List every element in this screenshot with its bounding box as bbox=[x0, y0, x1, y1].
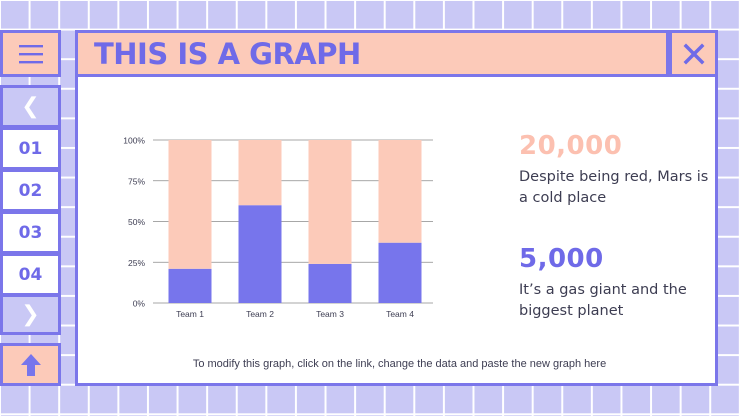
y-tick-label: 100% bbox=[123, 136, 145, 146]
bar-segment bbox=[238, 140, 282, 206]
x-tick-label: Team 3 bbox=[316, 309, 344, 319]
bar-segment bbox=[308, 263, 352, 303]
bar-segment bbox=[168, 268, 212, 303]
chevron-left-icon: ❮ bbox=[21, 94, 40, 119]
nav-item-label: 03 bbox=[18, 222, 43, 243]
bar-segment bbox=[308, 140, 352, 264]
stat-description-2: It’s a gas giant and the biggest planet bbox=[519, 282, 687, 319]
close-icon bbox=[683, 43, 704, 64]
y-tick-label: 50% bbox=[128, 217, 145, 227]
nav-item-label: 04 bbox=[18, 264, 43, 285]
stat-description-1: Despite being red, Mars is a cold place bbox=[519, 169, 709, 206]
bar-segment bbox=[168, 140, 212, 269]
prev-button[interactable]: ❮ bbox=[0, 85, 61, 128]
arrow-up-icon bbox=[20, 353, 41, 376]
nav-item-03[interactable]: 03 bbox=[0, 211, 61, 254]
nav-item-02[interactable]: 02 bbox=[0, 169, 61, 212]
nav-item-04[interactable]: 04 bbox=[0, 253, 61, 296]
nav-item-01[interactable]: 01 bbox=[0, 127, 61, 170]
nav-item-label: 01 bbox=[18, 138, 43, 159]
y-tick-label: 75% bbox=[128, 176, 145, 186]
stat-value-1: 20,000 bbox=[519, 131, 623, 161]
x-tick-label: Team 1 bbox=[176, 309, 204, 319]
hamburger-icon bbox=[18, 44, 43, 63]
stat-value-2: 5,000 bbox=[519, 244, 604, 274]
content-panel: 0% 25% 50% 75% 100% Team 1 Team 2 Team 3 Team 4 … bbox=[75, 74, 718, 386]
bar-segment bbox=[378, 242, 422, 303]
close-button[interactable] bbox=[669, 30, 718, 77]
stacked-bar-chart: 0% 25% 50% 75% 100% Team 1 Team 2 Team 3 Team 4 bbox=[123, 136, 433, 319]
x-tick-label: Team 2 bbox=[246, 309, 274, 319]
nav-item-label: 02 bbox=[18, 180, 43, 201]
chevron-right-icon: ❯ bbox=[21, 302, 40, 327]
footer-note: To modify this graph, click on the link,… bbox=[192, 358, 607, 370]
page-title: THIS IS A GRAPH bbox=[94, 36, 361, 71]
bar-segment bbox=[238, 205, 282, 303]
scroll-up-button[interactable] bbox=[0, 343, 61, 386]
bar-segment bbox=[378, 140, 422, 243]
y-tick-label: 0% bbox=[133, 299, 146, 309]
x-tick-label: Team 4 bbox=[386, 309, 414, 319]
y-tick-label: 25% bbox=[128, 258, 145, 268]
menu-button[interactable] bbox=[0, 30, 61, 77]
next-button[interactable]: ❯ bbox=[0, 294, 61, 335]
title-bar: THIS IS A GRAPH bbox=[75, 30, 669, 77]
